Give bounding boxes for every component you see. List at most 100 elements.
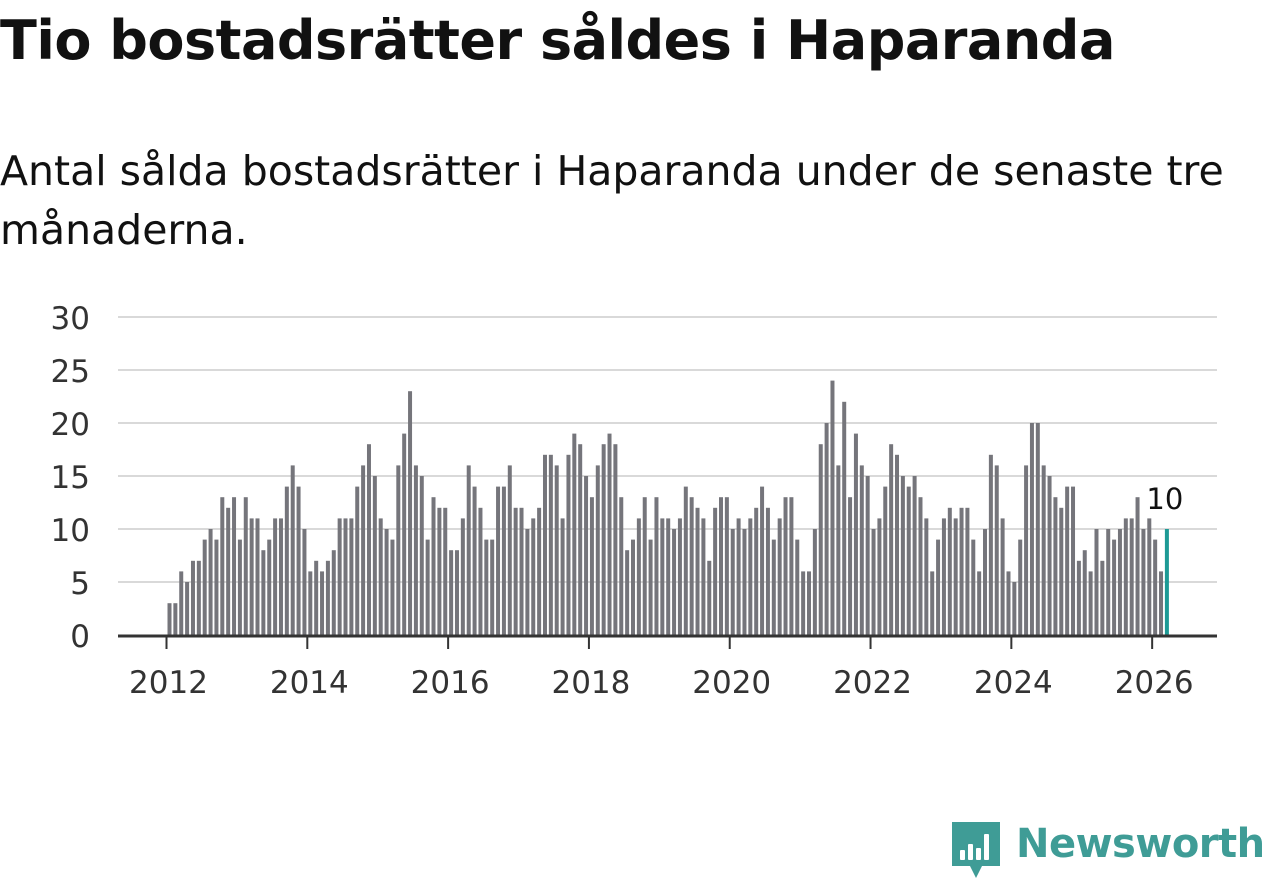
- bar: [454, 550, 459, 635]
- bar: [214, 539, 219, 635]
- bar: [672, 529, 677, 635]
- bar: [384, 529, 389, 635]
- y-tick-label: 20: [51, 407, 90, 443]
- bar: [812, 529, 817, 635]
- bar: [1147, 518, 1152, 635]
- bar: [895, 454, 900, 635]
- bar: [466, 465, 471, 635]
- bar: [290, 465, 295, 635]
- x-tick-label: 2018: [551, 665, 630, 701]
- bar: [1053, 497, 1058, 635]
- bar: [900, 476, 905, 635]
- bar: [760, 486, 765, 635]
- bar: [930, 571, 935, 635]
- bar: [918, 497, 923, 635]
- bar: [695, 507, 700, 635]
- bar: [936, 539, 941, 635]
- bar: [771, 539, 776, 635]
- bar: [372, 476, 377, 635]
- bar: [337, 518, 342, 635]
- newsworthy-logo[interactable]: Newsworthy: [950, 820, 1262, 880]
- bar: [906, 486, 911, 635]
- bar: [589, 497, 594, 635]
- bar: [560, 518, 565, 635]
- bar: [824, 423, 829, 635]
- bar: [630, 539, 635, 635]
- bar: [1076, 560, 1081, 635]
- bar: [226, 507, 231, 635]
- bar: [542, 454, 547, 635]
- y-tick-label: 30: [51, 301, 90, 337]
- bar: [390, 539, 395, 635]
- bar: [1029, 423, 1034, 635]
- bar: [402, 433, 407, 635]
- bar: [754, 507, 759, 635]
- bar: [1123, 518, 1128, 635]
- bar: [413, 465, 418, 635]
- bar: [349, 518, 354, 635]
- bar: [584, 476, 589, 635]
- bar: [765, 507, 770, 635]
- bar: [983, 529, 988, 635]
- bar: [267, 539, 272, 635]
- newsworthy-logo-icon: [952, 822, 1000, 878]
- bar: [1059, 507, 1064, 635]
- bar: [472, 486, 477, 635]
- bar: [1112, 539, 1117, 635]
- bar: [1100, 560, 1105, 635]
- bar: [853, 433, 858, 635]
- bar: [343, 518, 348, 635]
- bar: [1035, 423, 1040, 635]
- bar: [449, 550, 454, 635]
- bar: [273, 518, 278, 635]
- bar: [601, 444, 606, 635]
- bar: [801, 571, 806, 635]
- bar: [554, 465, 559, 635]
- bar: [994, 465, 999, 635]
- chart-title: Tio bostadsrätter såldes i Haparanda: [0, 9, 1115, 72]
- bar: [848, 497, 853, 635]
- bar: [654, 497, 659, 635]
- highlight-bar: [1164, 529, 1169, 635]
- bar: [490, 539, 495, 635]
- x-tick-label: 2022: [833, 665, 912, 701]
- bar: [537, 507, 542, 635]
- bar: [889, 444, 894, 635]
- bar: [795, 539, 800, 635]
- bar: [202, 539, 207, 635]
- bar: [255, 518, 260, 635]
- bar: [331, 550, 336, 635]
- bar: [1082, 550, 1087, 635]
- bar: [924, 518, 929, 635]
- bar: [613, 444, 618, 635]
- bar: [196, 560, 201, 635]
- bar: [871, 529, 876, 635]
- x-tick-label: 2024: [974, 665, 1053, 701]
- bar: [642, 497, 647, 635]
- bar: [818, 444, 823, 635]
- latest-value-label: 10: [1146, 482, 1183, 516]
- bar: [730, 529, 735, 635]
- bar: [1135, 497, 1140, 635]
- bar: [1117, 529, 1122, 635]
- y-axis-ticks: 0 5 10 15 20 25 30: [51, 301, 90, 655]
- bar-chart: 0 5 10 15 20 25 30 2012 2014 2016 2018 2020 2022 202…: [51, 301, 1217, 701]
- bar: [243, 497, 248, 635]
- x-tick-label: 2012: [129, 665, 208, 701]
- bar: [836, 465, 841, 635]
- bar: [572, 433, 577, 635]
- bar: [314, 560, 319, 635]
- bar: [278, 518, 283, 635]
- bar: [179, 571, 184, 635]
- bar: [648, 539, 653, 635]
- bar: [431, 497, 436, 635]
- x-tick-label: 2016: [411, 665, 490, 701]
- bar: [1024, 465, 1029, 635]
- bar: [677, 518, 682, 635]
- x-tick-label: 2026: [1115, 665, 1194, 701]
- bar: [636, 518, 641, 635]
- bar: [1094, 529, 1099, 635]
- bar: [308, 571, 313, 635]
- bar: [689, 497, 694, 635]
- bar: [1159, 571, 1164, 635]
